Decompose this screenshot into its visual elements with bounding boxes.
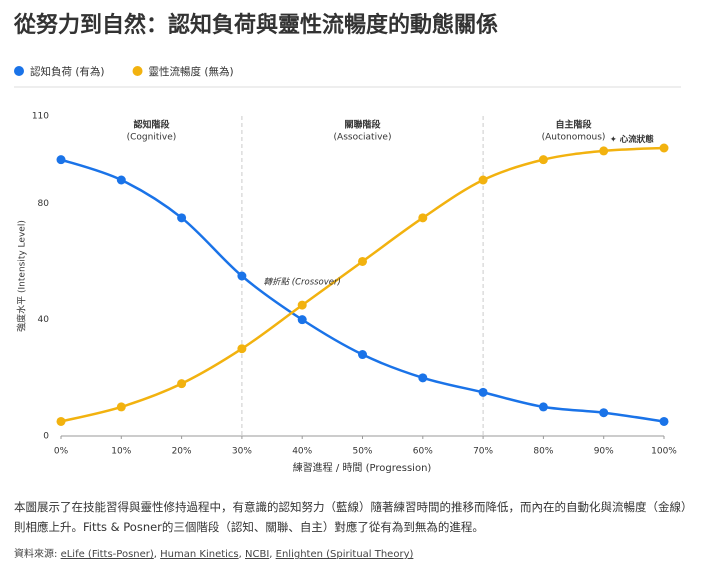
chart-title: 從努力到自然：認知負荷與靈性流暢度的動態關係 — [13, 12, 498, 38]
separator: , — [269, 549, 276, 560]
separator: , — [153, 549, 161, 560]
y-tick-label: 0 — [43, 432, 49, 442]
description: 本圖展示了在技能習得與靈性修持過程中，有意識的認知努力（藍線）隨著練習時間的推移… — [14, 500, 687, 534]
x-tick-label: 10% — [111, 447, 131, 457]
x-tick-label: 40% — [292, 447, 312, 457]
legend-label: 靈性流暢度 (無為) — [149, 65, 234, 78]
series-line — [60, 146, 665, 423]
data-point — [599, 408, 609, 418]
x-tick-label: 60% — [413, 447, 433, 457]
y-tick-label: 110 — [32, 112, 49, 122]
data-point — [56, 155, 66, 165]
data-point — [478, 387, 488, 397]
x-tick-label: 20% — [172, 447, 192, 457]
legend-swatch — [14, 66, 24, 76]
x-tick-label: 80% — [533, 447, 553, 457]
data-point — [538, 155, 548, 165]
chart: 從努力到自然：認知負荷與靈性流暢度的動態關係 練習進程 / 時間 (Progre… — [13, 12, 681, 474]
data-point — [599, 146, 609, 156]
sources-label: 資料來源: — [14, 549, 58, 560]
legend-label: 認知負荷 (有為) — [30, 65, 105, 78]
annotation: 轉折點 (Crossover) — [264, 276, 341, 287]
phase-sub: (Cognitive) — [127, 133, 177, 143]
data-point — [478, 175, 488, 185]
data-point — [177, 213, 187, 223]
data-point — [358, 350, 367, 360]
sources: 資料來源: eLife (Fitts-Posner), Human Kineti… — [14, 545, 413, 560]
data-point — [297, 315, 307, 325]
y-tick-label: 80 — [38, 199, 50, 209]
x-tick-label: 100% — [651, 447, 677, 457]
phase-name: 認知階段 — [133, 119, 170, 131]
series-line — [60, 158, 665, 423]
x-tick-label: 70% — [473, 447, 493, 457]
y-axis-label: 強度水平 (Intensity Level) — [16, 220, 28, 332]
separator: , — [238, 549, 245, 560]
x-axis-label: 練習進程 / 時間 (Progression) — [293, 461, 432, 474]
data-point — [659, 416, 669, 426]
data-point — [116, 402, 126, 412]
y-tick-label: 40 — [38, 315, 50, 325]
legend-swatch — [132, 66, 143, 76]
source-link[interactable]: Enlighten (Spiritual Theory) — [275, 549, 414, 560]
data-point — [538, 402, 548, 412]
phase-sub: (Autonomous) — [542, 133, 606, 143]
data-point — [116, 175, 126, 185]
data-point — [358, 256, 367, 266]
phase-name: 關聯階段 — [344, 119, 381, 131]
x-tick-label: 30% — [232, 447, 252, 457]
data-point — [297, 300, 307, 310]
source-link[interactable]: eLife (Fitts-Posner) — [60, 549, 154, 560]
annotation: ✦ 心流狀態 — [610, 134, 655, 145]
phase-name: 自主階段 — [556, 119, 593, 131]
data-point — [237, 344, 247, 354]
x-tick-label: 90% — [594, 447, 614, 457]
phase-sub: (Associative) — [334, 133, 392, 143]
source-link[interactable]: NCBI — [245, 549, 270, 560]
x-tick-label: 50% — [352, 447, 372, 457]
data-point — [418, 213, 428, 223]
data-point — [659, 143, 669, 153]
data-point — [56, 416, 66, 426]
data-point — [418, 373, 428, 383]
data-point — [237, 271, 247, 281]
x-tick-label: 0% — [54, 447, 69, 457]
source-link[interactable]: Human Kinetics — [160, 549, 239, 560]
data-point — [177, 379, 187, 389]
